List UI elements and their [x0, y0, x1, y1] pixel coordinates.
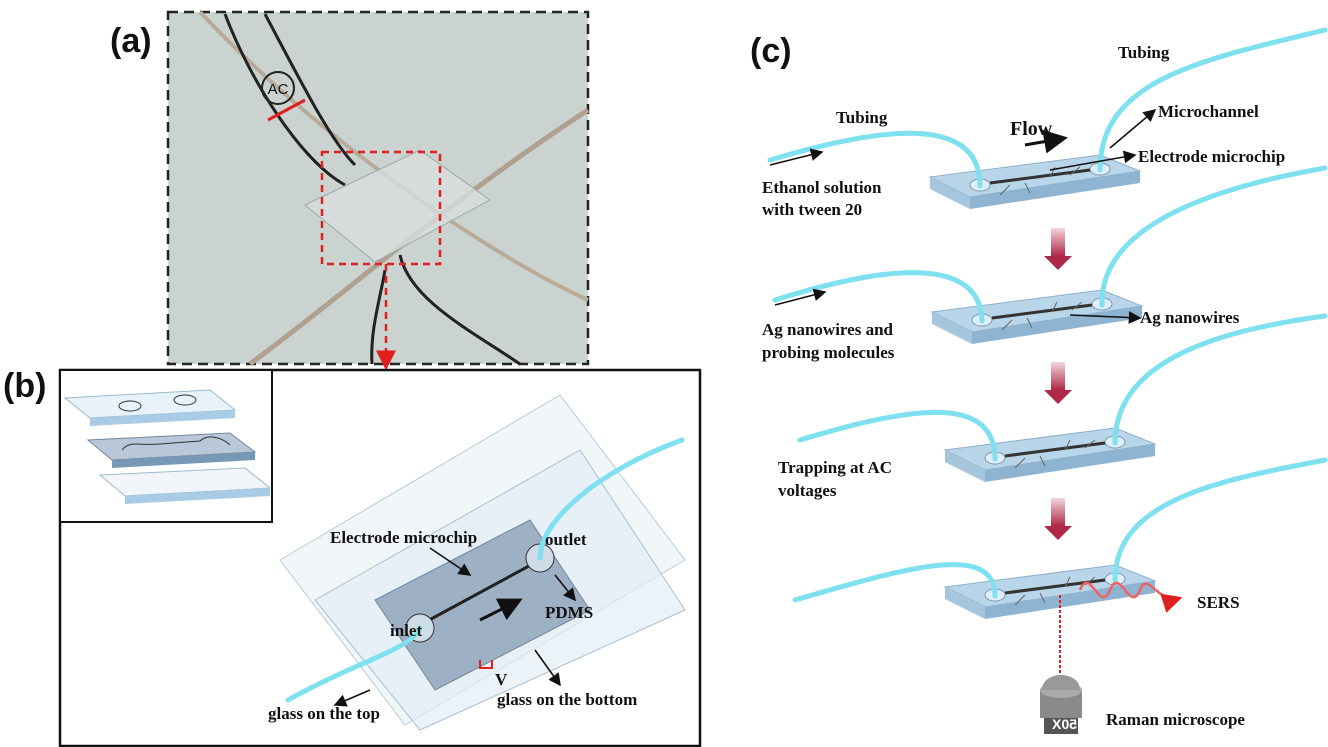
panel-label: (c) [750, 32, 792, 70]
label: Trapping at AC [778, 458, 892, 477]
label: Raman microscope [1106, 710, 1245, 729]
label: voltages [778, 481, 837, 500]
label: Ag nanowires and [762, 320, 894, 339]
label: Electrode microchip [1138, 147, 1285, 166]
objective-label: 50X [1051, 716, 1077, 732]
label: Tubing [836, 108, 888, 127]
ac-label: AC [268, 81, 289, 98]
figure: AC (a) Electrode microchip outlet inlet … [0, 0, 1328, 747]
panel-label: (b) [3, 367, 46, 405]
label: Microchannel [1158, 102, 1259, 121]
label: V [495, 670, 508, 689]
label: probing molecules [762, 343, 895, 362]
label: Flow [1010, 118, 1053, 140]
label: outlet [545, 530, 587, 549]
label: SERS [1197, 593, 1240, 612]
label: glass on the top [268, 704, 380, 723]
label: PDMS [545, 603, 593, 622]
label: Ag nanowires [1140, 308, 1240, 327]
label: Electrode microchip [330, 528, 477, 547]
label: glass on the bottom [497, 690, 637, 709]
label: with tween 20 [762, 200, 862, 219]
label: inlet [390, 621, 422, 640]
label: Ethanol solution [762, 178, 882, 197]
panel-label: (a) [110, 22, 152, 60]
label: Tubing [1118, 43, 1170, 62]
